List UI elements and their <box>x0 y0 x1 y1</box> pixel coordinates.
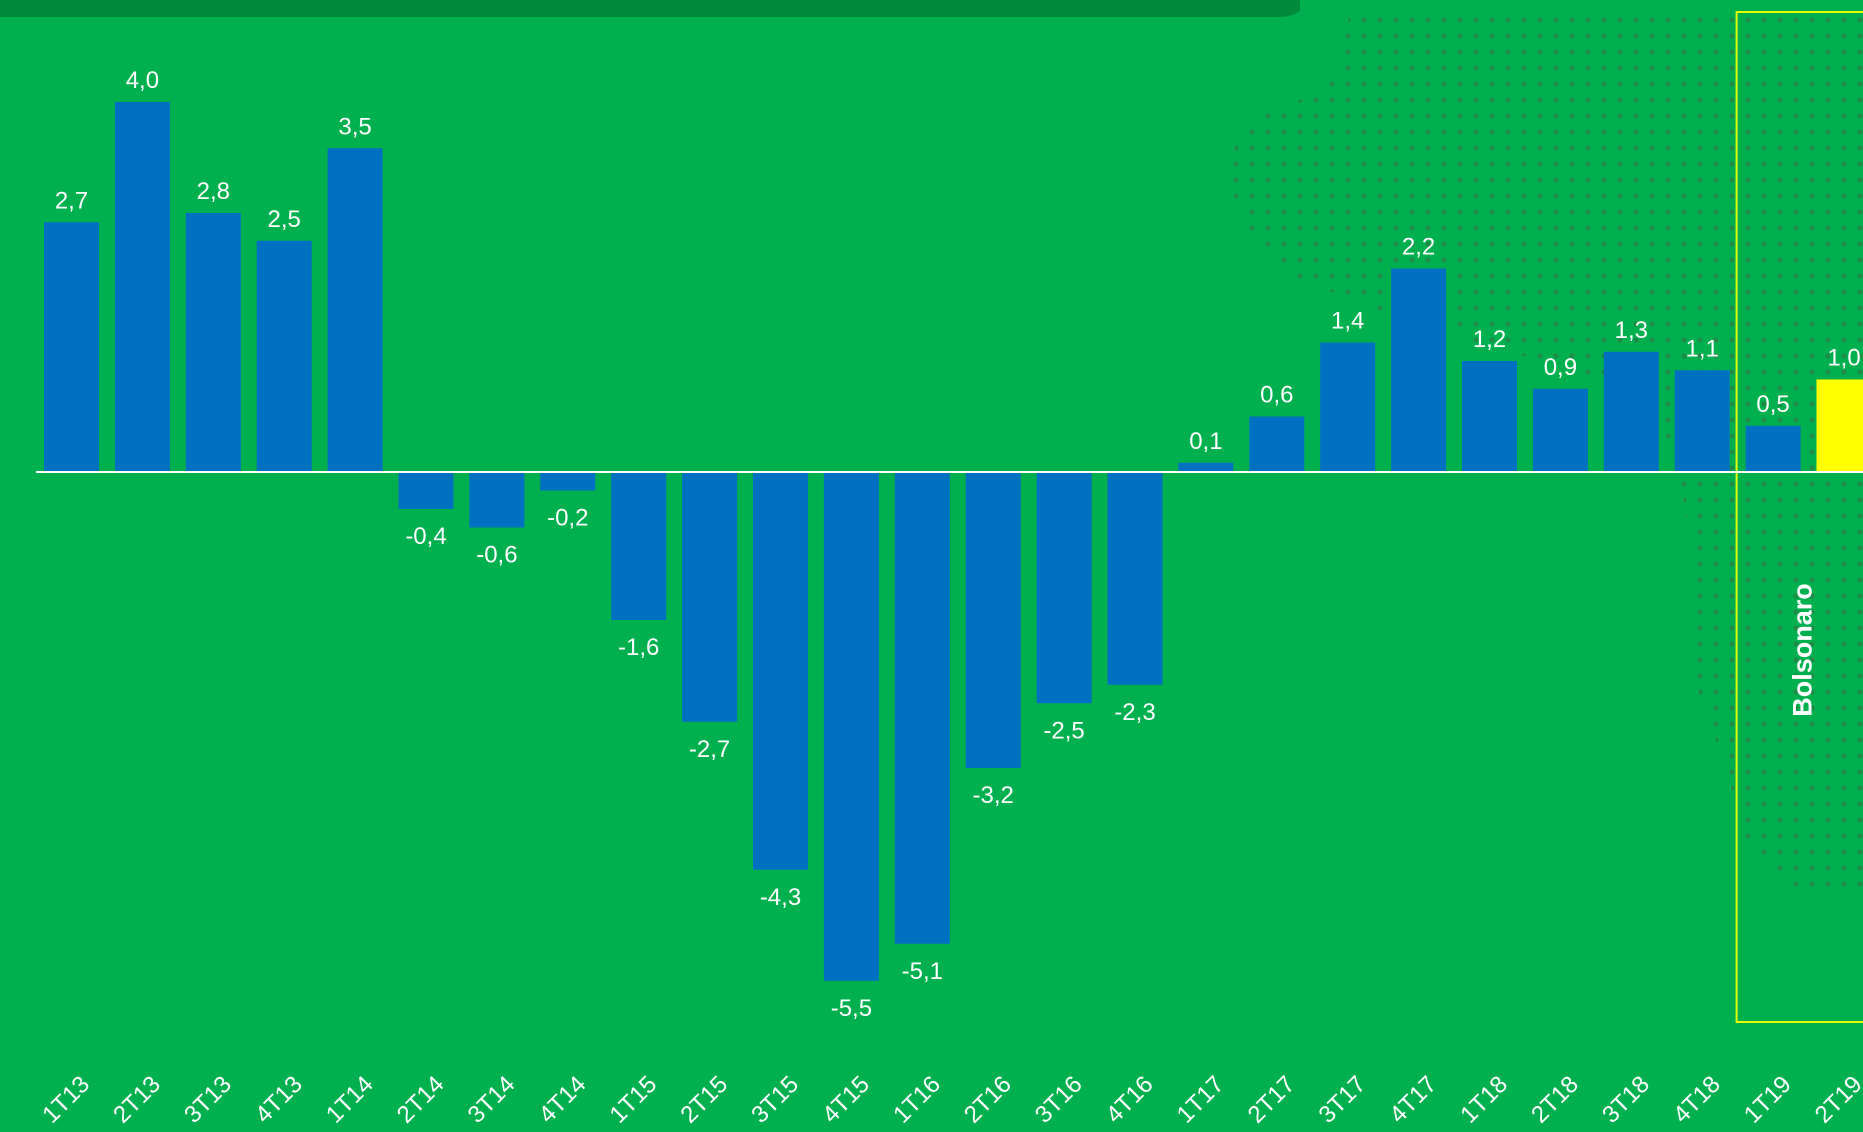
x-tick-label-2T18: 2T18 <box>1526 1071 1584 1127</box>
value-label-1T15: -1,6 <box>618 634 659 661</box>
value-label-2T15: -2,7 <box>689 736 730 763</box>
value-label-1T18: 1,2 <box>1473 326 1506 353</box>
value-label-1T19: 0,5 <box>1756 391 1789 418</box>
value-label-3T15: -4,3 <box>760 884 801 911</box>
value-label-3T18: 1,3 <box>1615 317 1648 344</box>
value-label-2T17: 0,6 <box>1260 382 1293 409</box>
x-tick-label-2T19: 2T19 <box>1810 1071 1863 1127</box>
bar-2T16 <box>966 472 1021 768</box>
annotation-label: Bolsonaro <box>1788 583 1818 717</box>
value-label-3T16: -2,5 <box>1043 717 1084 744</box>
x-tick-label-3T14: 3T14 <box>463 1071 521 1127</box>
value-label-4T14: -0,2 <box>547 505 588 532</box>
value-label-2T14: -0,4 <box>405 523 446 550</box>
x-tick-label-3T16: 3T16 <box>1030 1071 1088 1127</box>
value-label-4T18: 1,1 <box>1686 335 1719 362</box>
x-tick-label-2T17: 2T17 <box>1243 1071 1301 1127</box>
value-label-3T13: 2,8 <box>197 178 230 205</box>
x-tick-label-4T13: 4T13 <box>250 1071 308 1127</box>
bar-1T19 <box>1746 426 1801 472</box>
bar-1T15 <box>611 472 666 620</box>
x-tick-label-3T18: 3T18 <box>1597 1071 1655 1127</box>
x-tick-label-3T17: 3T17 <box>1314 1071 1372 1127</box>
x-tick-label-1T17: 1T17 <box>1172 1071 1230 1127</box>
value-label-2T18: 0,9 <box>1544 354 1577 381</box>
x-tick-label-2T16: 2T16 <box>959 1071 1017 1127</box>
bar-4T13 <box>257 241 312 472</box>
bar-2T19 <box>1817 380 1863 473</box>
value-label-3T14: -0,6 <box>476 542 517 569</box>
bar-1T14 <box>328 148 383 472</box>
x-tick-label-1T18: 1T18 <box>1455 1071 1513 1127</box>
value-label-4T15: -5,5 <box>831 995 872 1022</box>
x-tick-label-3T13: 3T13 <box>179 1071 237 1127</box>
bar-4T15 <box>824 472 879 981</box>
bar-2T17 <box>1249 417 1304 473</box>
x-tick-label-1T15: 1T15 <box>605 1071 663 1127</box>
x-tick-label-4T14: 4T14 <box>534 1071 592 1127</box>
bar-1T13 <box>44 222 99 472</box>
bar-2T15 <box>682 472 737 722</box>
bar-3T13 <box>186 213 241 472</box>
x-tick-label-2T15: 2T15 <box>675 1071 733 1127</box>
x-tick-label-1T13: 1T13 <box>37 1071 95 1127</box>
x-tick-label-4T16: 4T16 <box>1101 1071 1159 1127</box>
bar-1T17 <box>1178 463 1233 472</box>
bar-3T16 <box>1037 472 1092 703</box>
bar-4T18 <box>1675 370 1730 472</box>
x-tick-label-2T13: 2T13 <box>108 1071 166 1127</box>
bar-4T16 <box>1108 472 1163 685</box>
value-label-3T17: 1,4 <box>1331 308 1364 335</box>
value-label-1T14: 3,5 <box>338 113 371 140</box>
value-label-4T13: 2,5 <box>268 206 301 233</box>
bar-1T18 <box>1462 361 1517 472</box>
value-label-1T17: 0,1 <box>1189 428 1222 455</box>
bar-2T13 <box>115 102 170 472</box>
x-tick-label-1T14: 1T14 <box>321 1071 379 1127</box>
bar-3T18 <box>1604 352 1659 472</box>
x-tick-label-1T16: 1T16 <box>888 1071 946 1127</box>
bar-4T14 <box>540 472 595 491</box>
bar-4T17 <box>1391 269 1446 473</box>
x-tick-label-4T17: 4T17 <box>1384 1071 1442 1127</box>
value-label-1T16: -5,1 <box>902 958 943 985</box>
value-label-2T16: -3,2 <box>973 782 1014 809</box>
value-label-1T13: 2,7 <box>55 187 88 214</box>
x-tick-label-1T19: 1T19 <box>1739 1071 1797 1127</box>
bar-1T16 <box>895 472 950 944</box>
header-band <box>0 0 1300 17</box>
bar-2T18 <box>1533 389 1588 472</box>
x-tick-label-3T15: 3T15 <box>746 1071 804 1127</box>
bar-2T14 <box>399 472 454 509</box>
value-label-2T13: 4,0 <box>126 67 159 94</box>
x-tick-label-4T15: 4T15 <box>817 1071 875 1127</box>
bar-3T17 <box>1320 343 1375 473</box>
value-label-4T17: 2,2 <box>1402 234 1435 261</box>
value-label-2T19: 1,0 <box>1827 345 1860 372</box>
x-tick-label-4T18: 4T18 <box>1668 1071 1726 1127</box>
x-tick-label-2T14: 2T14 <box>392 1071 450 1127</box>
bar-3T15 <box>753 472 808 870</box>
value-label-4T16: -2,3 <box>1114 699 1155 726</box>
bar-3T14 <box>469 472 524 528</box>
